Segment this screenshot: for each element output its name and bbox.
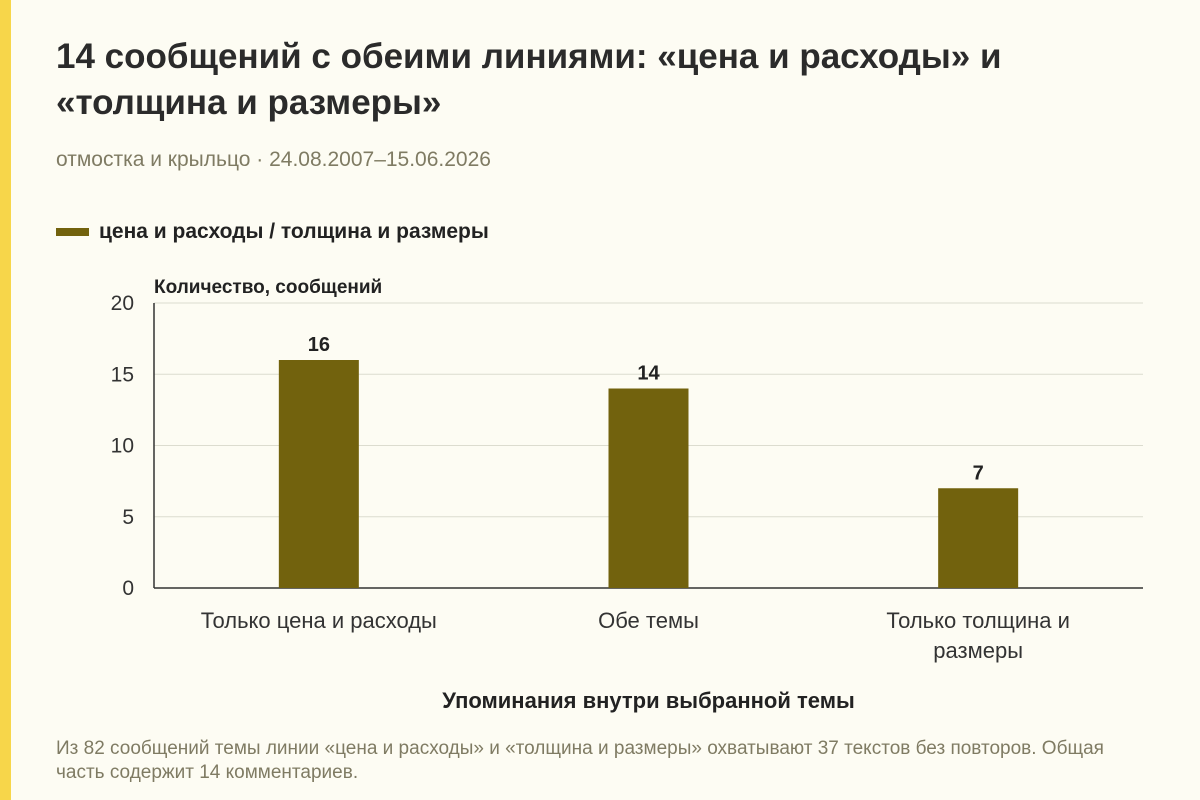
y-tick-label: 10 bbox=[111, 435, 134, 458]
data-label: 14 bbox=[637, 363, 660, 385]
accent-stripe bbox=[0, 0, 11, 800]
y-tick-label: 0 bbox=[122, 577, 134, 600]
x-tick-label: Только толщина и размеры bbox=[886, 608, 1070, 663]
y-axis-title: Количество, сообщений bbox=[154, 277, 382, 298]
x-tick-label: Только цена и расходы bbox=[201, 608, 437, 633]
chart-subtitle: отмостка и крыльцо · 24.08.2007–15.06.20… bbox=[56, 148, 491, 171]
x-tick-label: Обе темы bbox=[598, 608, 699, 633]
bar bbox=[278, 360, 359, 588]
legend-label: цена и расходы / толщина и размеры bbox=[99, 220, 489, 243]
legend: цена и расходы / толщина и размеры bbox=[56, 220, 489, 244]
y-tick-label: 20 bbox=[111, 292, 134, 315]
chart-title: 14 сообщений с обеими линиями: «цена и р… bbox=[56, 37, 1002, 122]
data-label: 16 bbox=[308, 334, 330, 356]
y-tick-label: 15 bbox=[111, 363, 134, 386]
data-label: 7 bbox=[973, 462, 984, 484]
footnote: Из 82 сообщений темы линии «цена и расхо… bbox=[56, 738, 1104, 783]
bars bbox=[278, 360, 1019, 588]
x-axis-title: Упоминания внутри выбранной темы bbox=[442, 688, 855, 713]
bar bbox=[608, 388, 689, 588]
labels: 0 5 10 15 20 Количество, сообщений 16 Только це… bbox=[111, 277, 1070, 713]
y-tick-label: 5 bbox=[122, 506, 134, 529]
bar bbox=[938, 488, 1019, 588]
legend-swatch bbox=[56, 228, 89, 236]
